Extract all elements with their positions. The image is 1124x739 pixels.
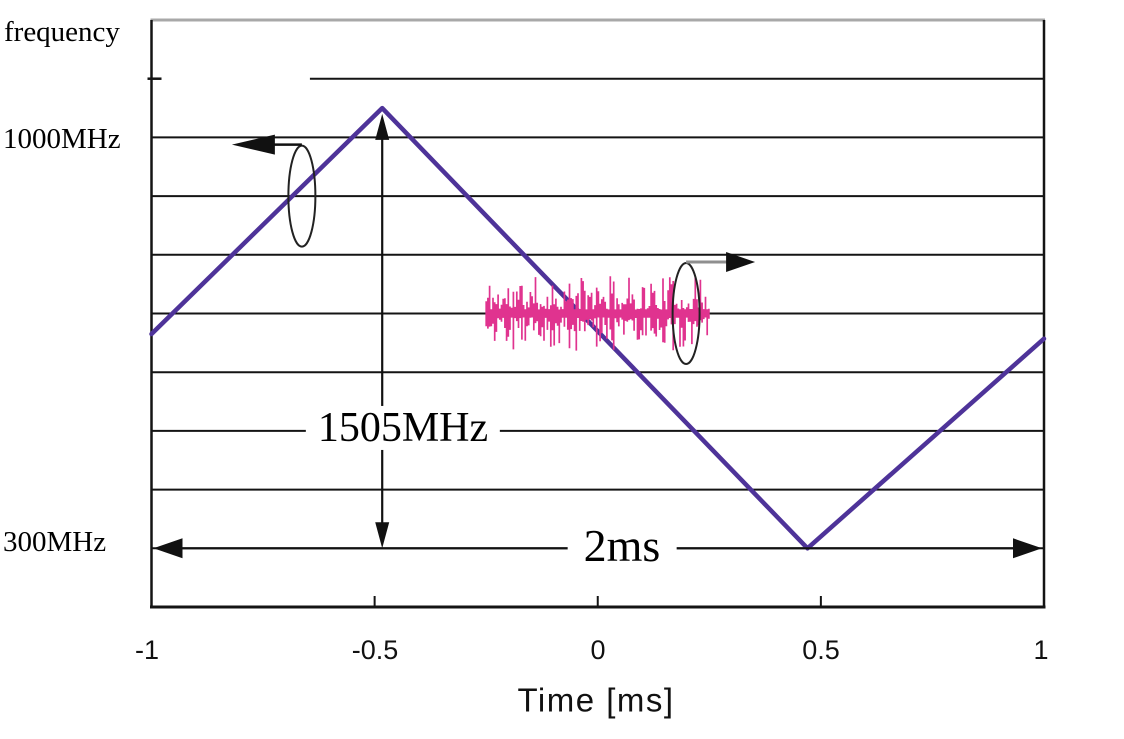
x-axis-label: Time [ms] — [517, 681, 675, 719]
time-span-annotation: 2ms — [567, 521, 677, 571]
y-tick-300mhz-label: 300MHz — [3, 525, 107, 558]
x-tick-1: 1 — [1033, 635, 1049, 665]
frequency-span-annotation: 1505MHz — [305, 406, 501, 450]
x-tick-0: 0 — [590, 635, 606, 665]
x-tick-0-5: 0.5 — [802, 635, 840, 665]
y-tick-1000mhz-label: 1000MHz — [3, 122, 121, 155]
x-tick-minus-0-5: -0.5 — [351, 635, 399, 665]
x-tick-minus-1: -1 — [134, 635, 160, 665]
y-axis-label: frequency — [4, 16, 120, 48]
